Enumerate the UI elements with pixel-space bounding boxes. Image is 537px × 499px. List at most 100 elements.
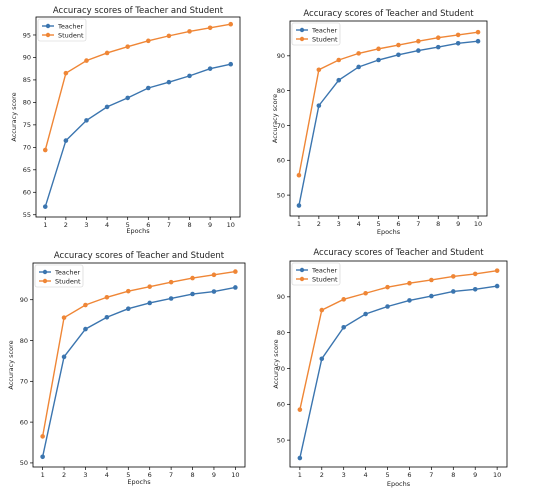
data-point-student — [104, 50, 110, 56]
x-tick-label: 2 — [62, 471, 66, 479]
x-tick-label: 9 — [456, 220, 460, 228]
data-point-student — [228, 21, 234, 27]
data-point-student — [450, 274, 456, 279]
series-line-student — [299, 269, 498, 410]
y-tick-label: 60 — [277, 401, 285, 409]
x-tick-label: 6 — [407, 471, 411, 479]
legend-marker-teacher — [299, 27, 305, 33]
data-point-teacher — [376, 57, 381, 63]
data-point-teacher — [396, 52, 401, 58]
x-tick-label: 5 — [126, 221, 130, 229]
data-point-student — [147, 284, 153, 289]
x-tick-label: 4 — [364, 471, 368, 479]
data-point-teacher — [435, 44, 441, 50]
accuracy-chart-3: Accuracy scores of Teacher and Student 1 2… — [7, 251, 246, 486]
y-tick-label: 80 — [20, 337, 28, 345]
data-point-teacher — [356, 64, 361, 70]
y-tick-label: 70 — [23, 144, 31, 152]
chart-panel-top-left: Accuracy scores of Teacher and Student 1 2… — [0, 0, 268, 244]
data-point-teacher — [472, 287, 478, 292]
y-tick-label: 90 — [20, 296, 28, 304]
chart-title: Accuracy scores of Teacher and Student — [303, 9, 474, 19]
plot-frame — [289, 20, 488, 217]
series-line-teacher — [299, 285, 498, 459]
data-point-teacher — [166, 79, 172, 85]
y-tick-label: 60 — [20, 418, 28, 426]
data-point-student — [472, 271, 478, 277]
data-point-teacher — [168, 296, 174, 301]
x-tick-label: 5 — [376, 220, 380, 228]
y-tick-label: 70 — [20, 378, 28, 386]
data-point-student — [316, 67, 322, 73]
x-tick-label: 5 — [126, 471, 130, 479]
data-point-teacher — [233, 285, 238, 290]
y-tick-label: 70 — [277, 365, 285, 373]
data-point-student — [166, 33, 172, 39]
legend-marker-teacher — [45, 23, 51, 29]
data-point-student — [416, 38, 421, 44]
x-tick-label: 4 — [357, 220, 361, 228]
x-tick-label: 8 — [187, 221, 191, 229]
x-tick-label: 1 — [43, 221, 47, 229]
series-line-teacher — [44, 63, 231, 207]
y-axis-label: Accuracy score — [10, 92, 18, 141]
x-tick-label: 9 — [208, 221, 212, 229]
series-line-student — [41, 270, 236, 437]
x-tick-label: 10 — [493, 471, 501, 479]
data-point-student — [84, 58, 89, 63]
data-point-teacher — [187, 73, 192, 79]
legend-marker-teacher — [42, 269, 48, 275]
legend-label-student: Student — [312, 35, 338, 43]
data-point-student — [125, 44, 130, 49]
chart-panel-bottom-left: Accuracy scores of Teacher and Student 1 2… — [0, 250, 268, 499]
data-point-teacher — [207, 66, 213, 71]
x-tick-label: 3 — [84, 221, 88, 229]
y-tick-label: 60 — [277, 157, 285, 165]
x-tick-label: 2 — [317, 220, 321, 228]
chart-title: Accuracy scores of Teacher and Student — [54, 251, 225, 261]
data-point-teacher — [125, 95, 130, 101]
x-tick-label: 6 — [146, 221, 150, 229]
data-point-teacher — [147, 300, 153, 306]
accuracy-chart-2: Accuracy scores of Teacher and Student 1 2… — [271, 9, 488, 236]
data-point-teacher — [296, 203, 302, 208]
data-point-student — [187, 29, 192, 34]
y-tick-label: 50 — [277, 191, 285, 199]
data-point-teacher — [407, 298, 412, 303]
x-tick-label: 1 — [297, 220, 301, 228]
legend-marker-student — [45, 32, 51, 38]
legend-label-student: Student — [55, 277, 81, 285]
y-tick-label: 95 — [23, 31, 31, 39]
data-point-student — [429, 277, 434, 283]
data-point-teacher — [228, 61, 234, 67]
x-tick-label: 8 — [451, 471, 455, 479]
data-point-student — [40, 434, 45, 439]
data-point-student — [407, 280, 412, 286]
y-axis-label: Accuracy score — [7, 340, 15, 389]
data-point-teacher — [84, 118, 89, 123]
series-line-teacher — [298, 40, 479, 206]
data-point-teacher — [455, 40, 461, 46]
data-point-teacher — [494, 283, 500, 289]
x-tick-label: 4 — [105, 221, 109, 229]
series-line-teacher — [41, 286, 236, 457]
data-point-student — [61, 315, 67, 320]
x-tick-label: 1 — [298, 471, 302, 479]
y-tick-label: 80 — [277, 329, 285, 337]
data-point-student — [297, 407, 303, 412]
series-line-student — [298, 31, 479, 176]
y-tick-label: 90 — [277, 52, 285, 60]
plot-frame — [35, 16, 241, 218]
data-point-student — [211, 272, 217, 278]
data-point-student — [396, 42, 401, 48]
data-point-teacher — [190, 291, 195, 297]
x-tick-label: 8 — [190, 471, 194, 479]
data-point-teacher — [63, 138, 69, 143]
x-tick-label: 5 — [385, 471, 389, 479]
data-point-student — [63, 70, 69, 76]
x-tick-label: 10 — [231, 471, 239, 479]
y-tick-label: 80 — [23, 99, 31, 107]
